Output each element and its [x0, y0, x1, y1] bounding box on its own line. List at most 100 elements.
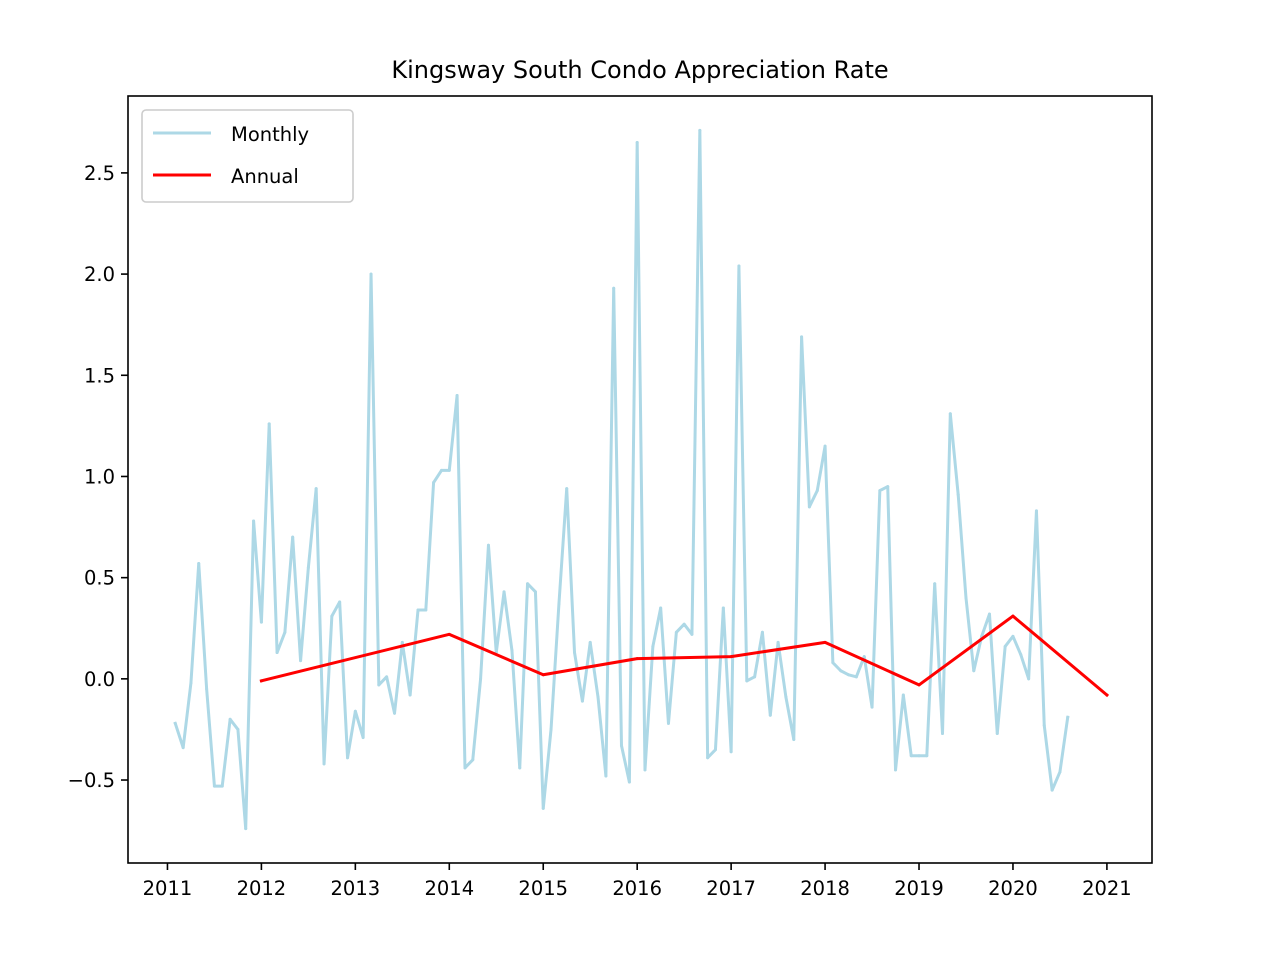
- data-point-annual: [541, 673, 545, 677]
- data-point-monthly: [933, 582, 937, 586]
- data-point-monthly: [557, 602, 561, 606]
- data-point-monthly: [361, 736, 365, 740]
- data-point-monthly: [815, 489, 819, 493]
- data-point-monthly: [878, 489, 882, 493]
- y-tick-label: 0.5: [84, 567, 115, 590]
- data-point-monthly: [205, 687, 209, 691]
- data-point-monthly: [197, 561, 201, 565]
- data-point-monthly: [1011, 634, 1015, 638]
- data-point-monthly: [760, 630, 764, 634]
- data-point-monthly: [267, 422, 271, 426]
- y-axis: −0.5 0.0 0.5 1.0 1.5 2.0 2.5: [68, 162, 128, 792]
- data-point-monthly: [612, 286, 616, 290]
- x-tick-label: 2014: [424, 877, 474, 900]
- data-point-monthly: [510, 649, 514, 653]
- data-point-monthly: [502, 590, 506, 594]
- data-point-monthly: [823, 444, 827, 448]
- data-point-monthly: [549, 727, 553, 731]
- data-point-monthly: [189, 681, 193, 685]
- data-point-monthly: [447, 468, 451, 472]
- data-point-monthly: [596, 695, 600, 699]
- data-point-monthly: [1050, 788, 1054, 792]
- data-point-monthly: [573, 651, 577, 655]
- data-point-monthly: [619, 744, 623, 748]
- data-point-monthly: [674, 630, 678, 634]
- data-point-monthly: [526, 582, 530, 586]
- data-point-monthly: [753, 675, 757, 679]
- data-point-monthly: [1066, 715, 1070, 719]
- legend: Monthly Annual: [141, 109, 354, 203]
- data-point-monthly: [729, 750, 733, 754]
- data-point-monthly: [588, 640, 592, 644]
- data-point-monthly: [651, 644, 655, 648]
- data-point-monthly: [635, 141, 639, 145]
- x-tick-label: 2013: [331, 877, 381, 900]
- chart-title: Kingsway South Condo Appreciation Rate: [391, 56, 888, 84]
- data-point-monthly: [244, 827, 248, 831]
- data-point-monthly: [408, 693, 412, 697]
- data-point-monthly: [925, 754, 929, 758]
- data-point-monthly: [259, 620, 263, 624]
- data-point-monthly: [338, 600, 342, 604]
- data-point-monthly: [847, 673, 851, 677]
- legend-label-annual: Annual: [231, 165, 299, 188]
- data-point-monthly: [964, 596, 968, 600]
- data-point-monthly: [745, 679, 749, 683]
- data-point-monthly: [252, 519, 256, 523]
- data-point-monthly: [1034, 509, 1038, 513]
- data-point-monthly: [580, 699, 584, 703]
- data-point-monthly: [455, 394, 459, 398]
- data-point-monthly: [901, 693, 905, 697]
- data-point-monthly: [894, 768, 898, 772]
- data-point-monthly: [181, 746, 185, 750]
- data-point-monthly: [886, 485, 890, 489]
- data-point-annual: [729, 655, 733, 659]
- data-point-monthly: [941, 731, 944, 735]
- data-point-monthly: [737, 264, 741, 268]
- x-tick-label: 2017: [706, 877, 756, 900]
- data-point-monthly: [346, 756, 350, 760]
- series-layer: [173, 128, 1110, 831]
- data-point-monthly: [807, 505, 811, 509]
- x-tick-label: 2016: [612, 877, 662, 900]
- data-point-monthly: [291, 535, 295, 539]
- data-point-monthly: [862, 655, 866, 659]
- data-point-monthly: [416, 608, 420, 612]
- data-point-monthly: [369, 272, 373, 276]
- data-point-monthly: [463, 766, 467, 770]
- data-point-monthly: [1042, 723, 1046, 727]
- data-point-monthly: [792, 738, 796, 742]
- data-point-monthly: [565, 487, 569, 491]
- y-tick-label: 2.0: [84, 263, 115, 286]
- data-point-monthly: [909, 754, 913, 758]
- data-point-monthly: [393, 711, 397, 715]
- data-point-annual: [1011, 614, 1015, 618]
- y-tick-label: 1.5: [84, 364, 115, 387]
- data-point-monthly: [424, 608, 428, 612]
- data-point-monthly: [541, 806, 545, 810]
- data-point-monthly: [604, 774, 608, 778]
- data-point-monthly: [299, 659, 303, 663]
- data-point-annual: [635, 657, 639, 661]
- plot-frame: [127, 95, 1153, 864]
- data-point-monthly: [400, 640, 404, 644]
- x-tick-label: 2021: [1082, 877, 1132, 900]
- data-point-monthly: [839, 669, 843, 673]
- data-point-monthly: [1003, 644, 1007, 648]
- data-point-annual: [917, 683, 921, 687]
- x-tick-label: 2019: [894, 877, 944, 900]
- y-tick-label: 0.0: [84, 668, 115, 691]
- data-point-monthly: [831, 661, 835, 665]
- data-point-monthly: [854, 675, 858, 679]
- x-tick-label: 2012: [237, 877, 287, 900]
- data-point-monthly: [1058, 770, 1062, 774]
- data-point-monthly: [377, 683, 381, 687]
- data-point-annual: [1105, 693, 1109, 697]
- data-point-monthly: [220, 784, 224, 788]
- data-point-monthly: [486, 543, 490, 547]
- data-point-monthly: [917, 754, 921, 758]
- data-point-annual: [447, 632, 451, 636]
- x-tick-label: 2015: [518, 877, 568, 900]
- data-point-monthly: [479, 677, 483, 681]
- data-point-monthly: [432, 481, 436, 485]
